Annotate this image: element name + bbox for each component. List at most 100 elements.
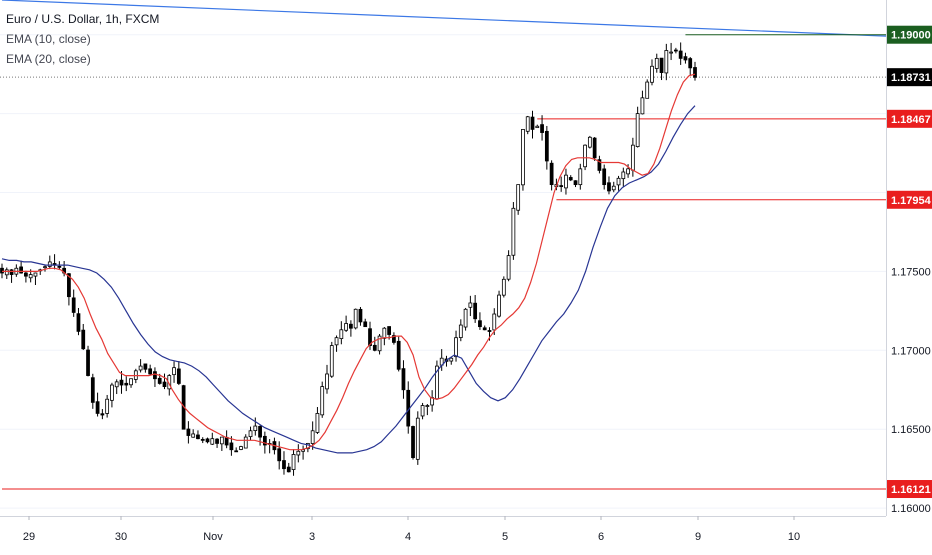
horizontal-levels — [0, 34, 886, 490]
candle-body — [205, 438, 210, 443]
candle-body — [396, 340, 401, 370]
candle-body — [454, 337, 458, 358]
candle-body — [635, 113, 640, 147]
candle-body — [215, 438, 219, 444]
price-tag-label: 1.19000 — [891, 30, 931, 42]
candle-body — [425, 405, 430, 407]
y-tick-label: 1.16000 — [891, 503, 931, 515]
y-tick-label: 1.17500 — [891, 266, 931, 278]
candle-body — [497, 294, 501, 317]
candle-body — [674, 49, 678, 52]
candle-body — [602, 168, 607, 186]
candle-body — [626, 168, 630, 175]
candle-body — [530, 116, 535, 130]
candle-body — [81, 329, 86, 350]
candle-body — [659, 57, 664, 73]
candle-body — [387, 326, 392, 335]
candle-body — [124, 382, 129, 386]
candle-body — [559, 185, 564, 187]
candle-body — [358, 308, 363, 323]
candle-body — [511, 207, 516, 256]
candle-body — [650, 65, 654, 83]
candle-body — [310, 430, 315, 444]
candle-body — [368, 328, 372, 346]
candle-body — [76, 313, 81, 332]
candle-body — [162, 381, 167, 388]
candle-body — [258, 426, 262, 438]
time-axis[interactable]: 29 30 Nov 3 4 5 6 9 10 — [23, 516, 800, 543]
price-tag — [887, 25, 932, 44]
candle-body — [372, 344, 377, 351]
candle-body — [487, 330, 492, 332]
candle-body — [578, 168, 583, 186]
ema-20-line — [1, 105, 696, 454]
x-tick-label: Nov — [203, 531, 223, 543]
candle-body — [592, 137, 597, 159]
ema-20-legend[interactable]: EMA (20, close) — [6, 52, 91, 66]
candle-body — [688, 58, 693, 69]
candle-body — [229, 442, 234, 451]
candle-body — [191, 433, 196, 438]
candle-body — [525, 116, 530, 132]
candle-body — [176, 368, 181, 384]
price-tag — [887, 109, 932, 128]
candle-body — [148, 368, 153, 375]
candle-body — [200, 438, 205, 441]
price-tag — [887, 480, 932, 499]
candle-body — [110, 384, 114, 401]
candle-body — [664, 50, 669, 74]
candle-body — [138, 365, 143, 371]
candle-body — [47, 261, 52, 267]
candle-body — [315, 413, 320, 433]
price-tag-label: 1.17954 — [891, 195, 932, 207]
candle-body — [143, 363, 148, 370]
candle-body — [33, 272, 38, 277]
symbol-title[interactable]: Euro / U.S. Dollar, 1h, FXCM — [6, 12, 160, 26]
candle-body — [248, 430, 253, 438]
x-tick-label: 29 — [23, 531, 35, 543]
candle-body — [458, 324, 463, 338]
y-tick-label: 1.16500 — [891, 424, 931, 436]
candle-body — [382, 327, 387, 339]
candle-body — [296, 450, 301, 456]
candle-body — [24, 272, 28, 277]
candle-body — [157, 377, 162, 384]
candle-body — [597, 159, 602, 171]
candle-body — [611, 185, 616, 191]
candle-body — [645, 81, 650, 99]
candle-body — [291, 454, 296, 470]
price-tag — [887, 190, 932, 209]
candle-body — [4, 269, 9, 276]
candle-body — [325, 373, 329, 390]
candle-body — [239, 446, 243, 450]
y-tick-label: 1.17000 — [891, 345, 931, 357]
ema-10-line — [2, 73, 696, 451]
candle-body — [172, 367, 176, 376]
ema-lines — [1, 73, 696, 454]
candle-body — [568, 177, 573, 181]
candle-body — [262, 435, 267, 446]
x-tick-label: 10 — [788, 531, 800, 543]
candle-body — [329, 345, 334, 377]
x-tick-label: 9 — [695, 531, 701, 543]
price-tag — [887, 68, 932, 87]
x-tick-label: 30 — [115, 531, 127, 543]
ema-10-legend[interactable]: EMA (10, close) — [6, 32, 91, 46]
candle-body — [224, 436, 229, 446]
grid — [0, 0, 887, 517]
candle-body — [549, 162, 554, 186]
candle-body — [196, 434, 200, 440]
candle-body — [86, 349, 90, 376]
candle-body — [286, 466, 291, 473]
candle-body — [243, 436, 248, 449]
candle-body — [535, 125, 540, 129]
candle-body — [573, 180, 578, 186]
price-axis[interactable]: 1.16000 1.16500 1.17000 1.17500 1.19000 1.187… — [887, 25, 932, 515]
candle-body — [473, 302, 478, 320]
candle-body — [377, 335, 382, 352]
candle-body — [683, 56, 688, 61]
x-tick-label: 6 — [598, 531, 604, 543]
candle-body — [43, 266, 47, 269]
